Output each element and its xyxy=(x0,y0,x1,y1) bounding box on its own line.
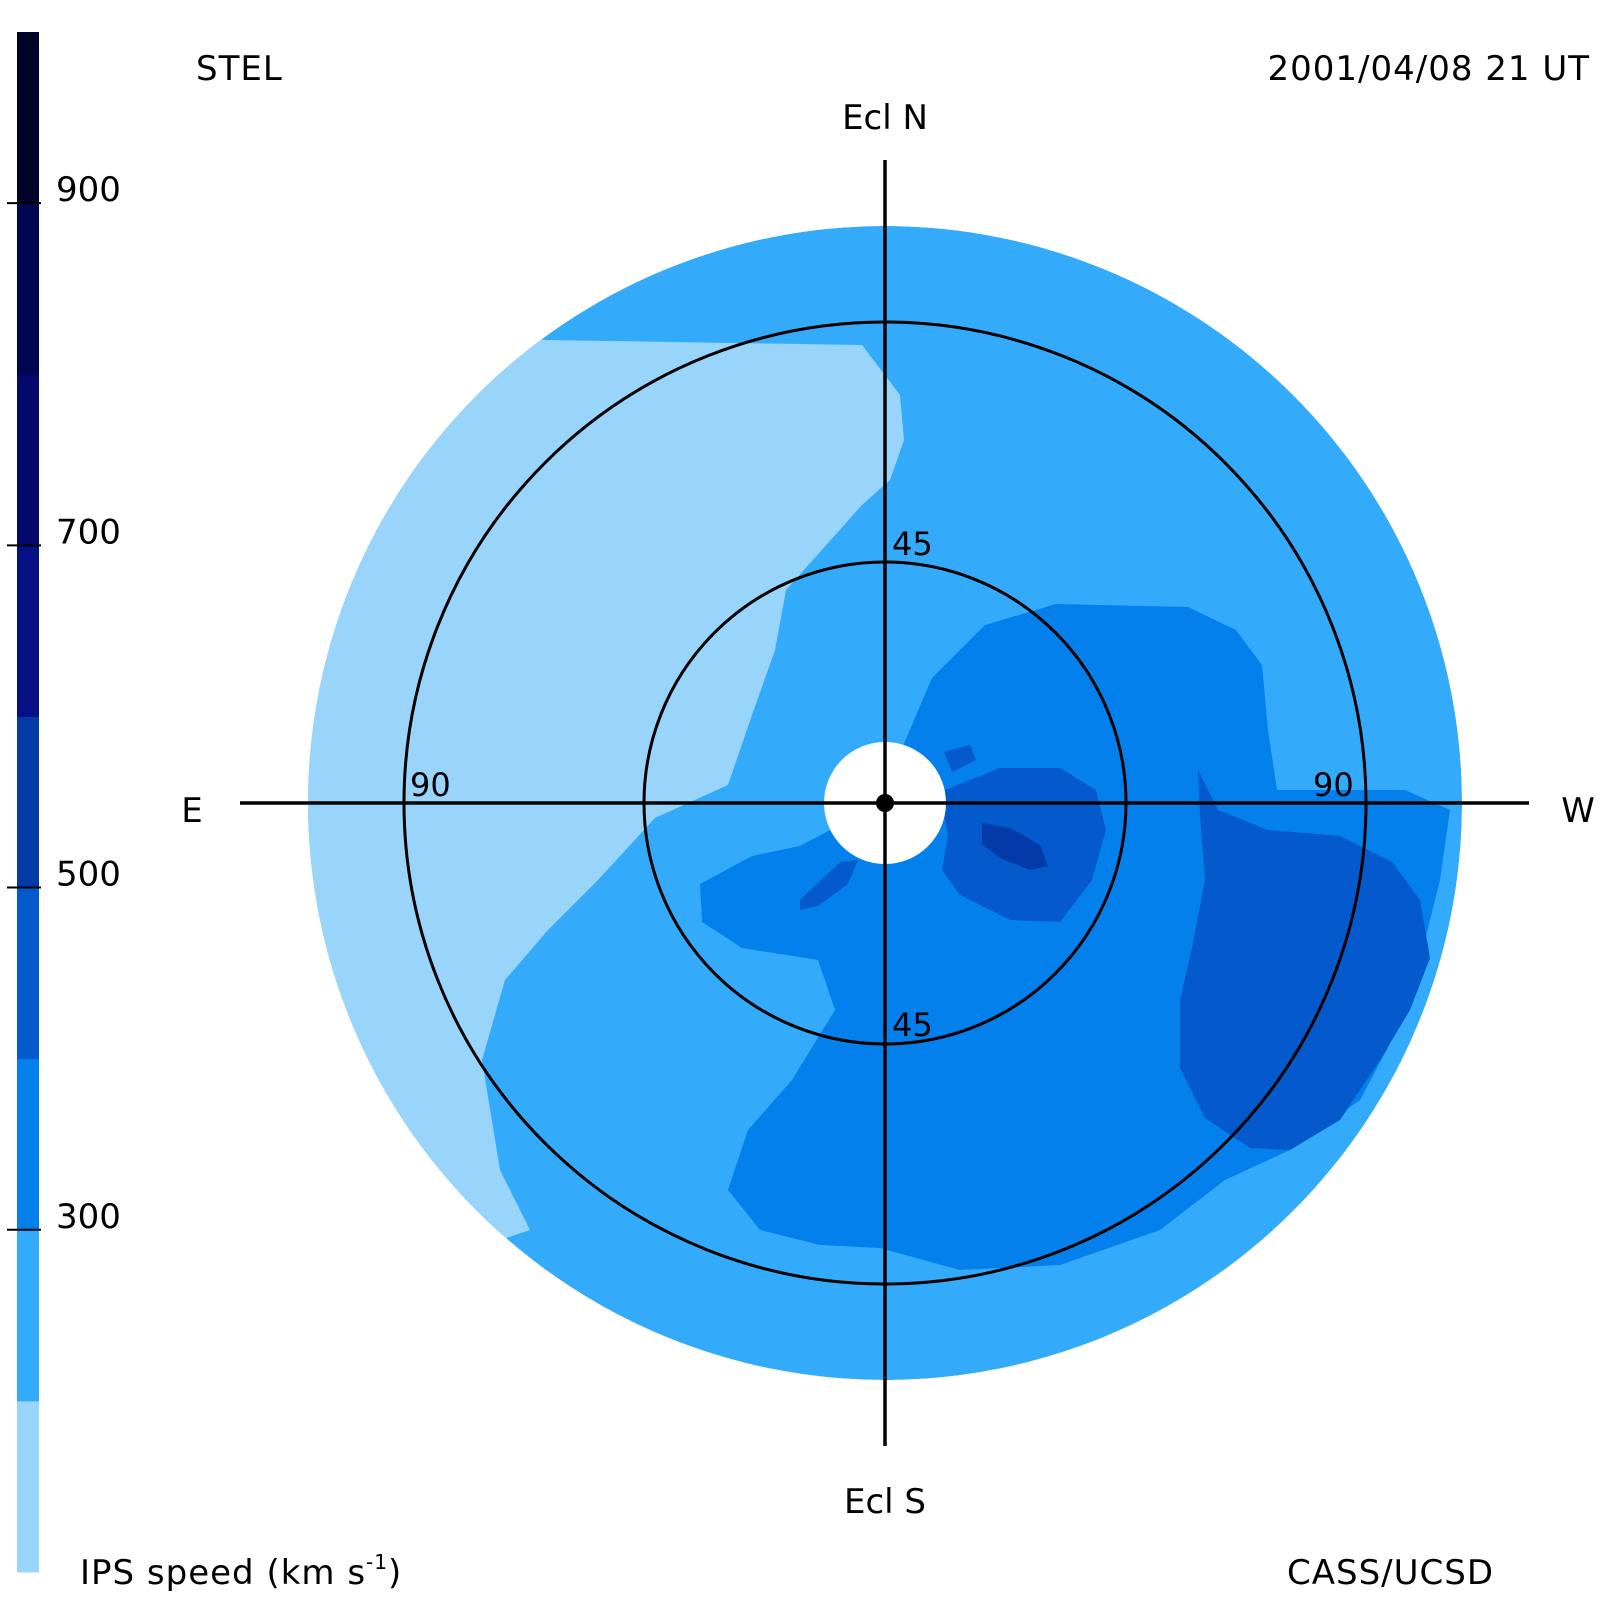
sun-center-dot xyxy=(876,794,894,812)
near-sun-core-region xyxy=(982,823,1048,870)
direction-west: W xyxy=(1561,791,1595,831)
credit-label: CASS/UCSD xyxy=(1287,1553,1495,1593)
colorbar-tick-label-500: 500 xyxy=(56,855,121,895)
colorbar-band-600-700 xyxy=(17,545,39,717)
colorbar-label-unit-exponent: -1 xyxy=(366,1550,388,1574)
ring-label-45-south: 45 xyxy=(892,1006,933,1044)
colorbar-band-300-400 xyxy=(17,1058,39,1231)
near-sun-east-fragment xyxy=(800,860,858,910)
colorbar-band-400-500 xyxy=(17,887,39,1060)
colorbar-band-700-800 xyxy=(17,374,39,546)
colorbar-band-900-1000 xyxy=(17,32,39,204)
near-sun-west-fragment xyxy=(944,745,976,772)
slow-wind-region xyxy=(308,300,904,1300)
colorbar-tick-label-700: 700 xyxy=(56,512,121,552)
ring-label-45-north: 45 xyxy=(892,525,933,563)
colorbar: 300 500 700 900 xyxy=(7,32,121,1573)
western-enhancement-region xyxy=(1180,770,1430,1150)
colorbar-label-close: ) xyxy=(388,1553,403,1593)
station-label: STEL xyxy=(196,49,283,89)
sky-map: Ecl N Ecl S E W 45 45 90 90 xyxy=(181,98,1595,1522)
colorbar-band-500-600 xyxy=(17,716,39,889)
colorbar-tick-label-300: 300 xyxy=(56,1197,121,1237)
direction-east: E xyxy=(181,791,202,831)
colorbar-band-800-900 xyxy=(17,203,39,375)
ring-label-90-west: 90 xyxy=(1313,766,1354,804)
colorbar-tick-label-900: 900 xyxy=(56,170,121,210)
ring-label-90-east: 90 xyxy=(410,766,451,804)
colorbar-label: IPS speed (km s-1) xyxy=(80,1552,403,1593)
direction-south: Ecl S xyxy=(844,1482,926,1522)
direction-north: Ecl N xyxy=(842,98,928,138)
colorbar-band-200-300 xyxy=(17,1229,39,1402)
colorbar-band-100-200 xyxy=(17,1400,39,1573)
datetime-label: 2001/04/08 21 UT xyxy=(1267,49,1590,89)
colorbar-label-main: IPS speed (km s xyxy=(80,1553,367,1593)
